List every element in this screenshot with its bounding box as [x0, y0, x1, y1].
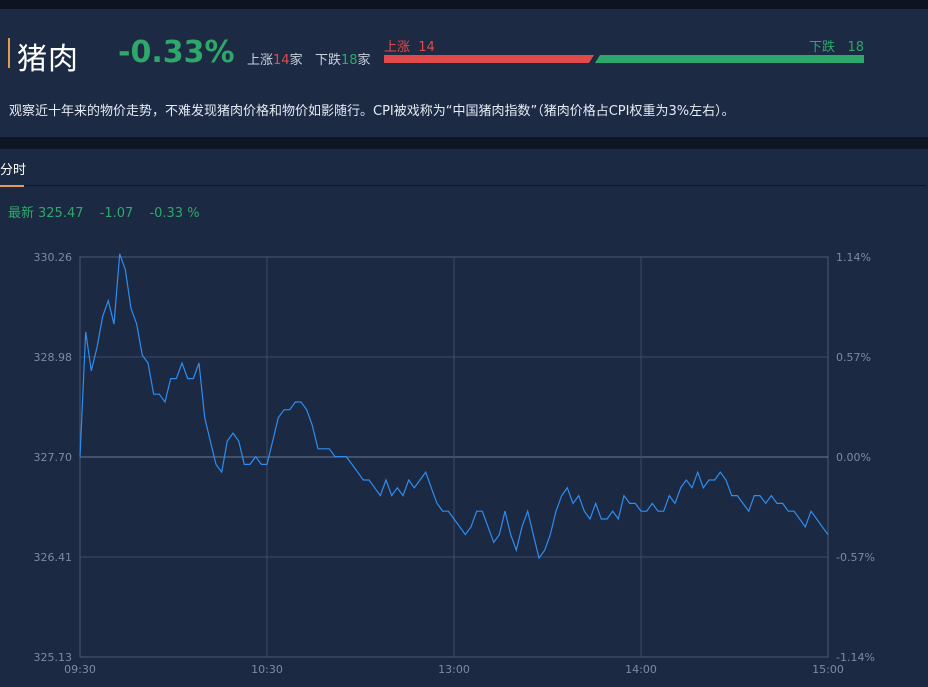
- x-tick-label: 13:00: [438, 663, 470, 676]
- up-unit: 家: [289, 53, 303, 68]
- intraday-line-chart: 330.26 328.98 327.70 326.41 325.13 1.14% 0.57…: [34, 251, 875, 676]
- y-tick-label-right: 0.57%: [836, 351, 871, 364]
- latest-quote: 最新 325.47 -1.07 -0.33 %: [8, 202, 212, 221]
- section-divider: [0, 137, 928, 149]
- x-tick-label: 09:30: [64, 663, 96, 676]
- chart-grid: [79, 256, 829, 658]
- up-count: 14: [273, 53, 290, 68]
- down-label: 下跌: [314, 53, 341, 68]
- down-unit: 家: [357, 53, 371, 68]
- x-tick-label: 15:00: [812, 663, 844, 676]
- ratio-bar-down-segment: [595, 55, 864, 63]
- y-tick-label-left: 327.70: [34, 451, 73, 464]
- sector-header: 猪肉 -0.33% 上涨14家 下跌18家 上涨 14 下跌 18 观察近十年来…: [0, 9, 928, 137]
- y-tick-label-left: 326.41: [34, 551, 73, 564]
- price-series-line: [79, 253, 829, 560]
- up-label: 上涨: [247, 53, 274, 68]
- y-tick-label-right: -1.14%: [836, 651, 875, 664]
- ratio-down-text: 下跌: [809, 40, 836, 55]
- y-axis-left: 330.26 328.98 327.70 326.41 325.13: [34, 251, 73, 664]
- advance-decline-ratio-bar: [384, 55, 864, 63]
- ratio-up-value: 14: [418, 40, 435, 55]
- y-tick-label-right: -0.57%: [836, 551, 875, 564]
- intraday-panel: 分时 最新 325.47 -1.07 -0.33 % 330.26 328.98 32…: [0, 149, 928, 687]
- tab-baseline: [0, 185, 926, 186]
- x-tick-label: 10:30: [251, 663, 283, 676]
- latest-label: 最新: [8, 206, 35, 221]
- x-tick-label: 14:00: [625, 663, 657, 676]
- ratio-bar-down-label: 下跌 18: [809, 36, 864, 55]
- ratio-up-text: 上涨: [384, 40, 411, 55]
- sector-description: 观察近十年来的物价走势，不难发现猪肉价格和物价如影随行。CPI被戏称为“中国猪肉…: [9, 104, 735, 119]
- y-tick-label-left: 325.13: [34, 651, 73, 664]
- y-tick-label-left: 328.98: [34, 351, 73, 364]
- tab-intraday[interactable]: 分时: [0, 163, 27, 178]
- latest-change-percent: -0.33 %: [149, 206, 200, 221]
- down-count: 18: [341, 53, 358, 68]
- ratio-bar-up-label: 上涨 14: [384, 36, 435, 55]
- latest-change: -1.07: [99, 206, 134, 221]
- sector-change-percent: -0.33%: [118, 35, 235, 70]
- advance-decline-counts: 上涨14家 下跌18家: [247, 49, 371, 68]
- y-axis-right: 1.14% 0.57% 0.00% -0.57% -1.14%: [836, 251, 875, 664]
- title-accent-bar: [8, 38, 10, 68]
- sector-title: 猪肉: [17, 42, 79, 77]
- y-tick-label-left: 330.26: [34, 251, 73, 264]
- ratio-down-value: 18: [847, 40, 864, 55]
- latest-value: 325.47: [38, 206, 84, 221]
- x-axis: 09:30 10:30 13:00 14:00 15:00: [64, 663, 844, 676]
- tab-active-indicator: [0, 185, 24, 187]
- ratio-bar-up-segment: [384, 55, 594, 63]
- y-tick-label-right: 0.00%: [836, 451, 871, 464]
- y-tick-label-right: 1.14%: [836, 251, 871, 264]
- top-strip: [0, 0, 928, 9]
